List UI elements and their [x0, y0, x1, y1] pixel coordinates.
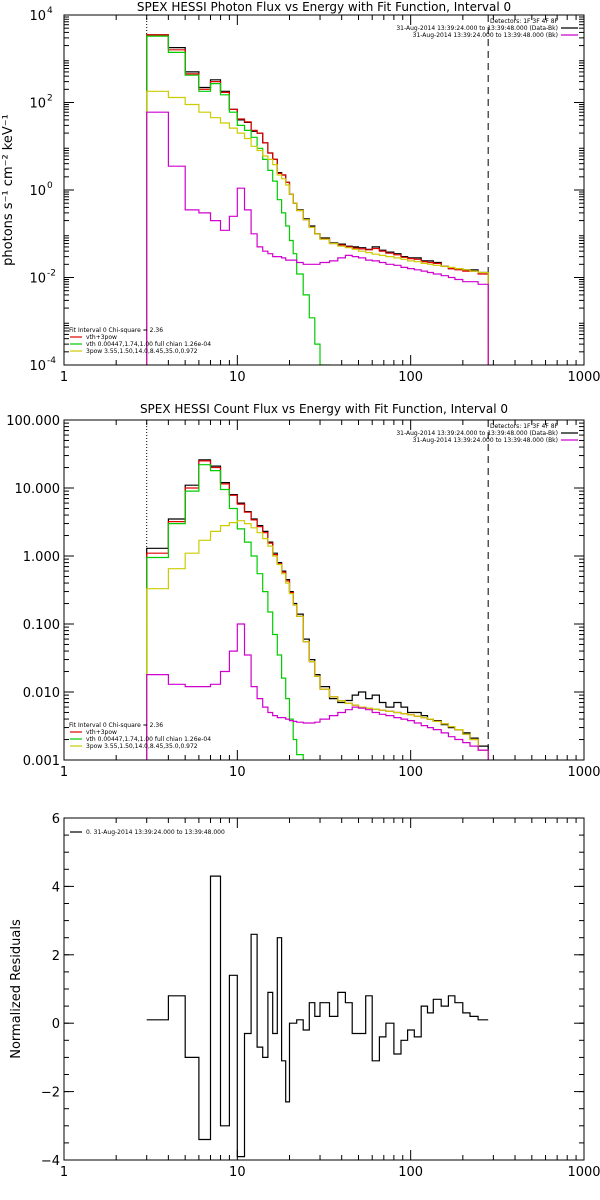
- series-line-bk: [146, 111, 489, 365]
- y-tick-label: 100.000: [6, 414, 60, 429]
- y-tick-label: 0: [52, 1017, 60, 1032]
- y-tick-label: 6: [52, 812, 60, 827]
- y-tick-label: 10: [29, 359, 46, 374]
- y-axis-label: Normalized Residuals: [9, 919, 24, 1059]
- y-tick-exponent: 0: [47, 181, 53, 191]
- series-line-vth: [146, 35, 331, 365]
- legend-entry-text: 0. 31-Aug-2014 13:39:24.000 to 13:39:48.…: [86, 829, 225, 836]
- x-tick-label: 1000: [567, 370, 600, 385]
- y-tick-label: −4: [41, 1154, 60, 1169]
- x-tick-label: 10: [229, 370, 246, 385]
- x-tick-label: 1: [60, 1165, 68, 1180]
- chart-title: SPEX HESSI Count Flux vs Energy with Fit…: [140, 402, 508, 416]
- x-tick-label: 100: [398, 1165, 423, 1180]
- legend-header: Fit Interval 0 Chi-square = 2.36: [69, 722, 163, 729]
- y-tick-exponent: 4: [47, 6, 53, 16]
- x-tick-label: 1: [60, 765, 68, 780]
- legend-entry-text: vth+3pow: [86, 729, 117, 736]
- photon-flux-panel: SPEX HESSI Photon Flux vs Energy with Fi…: [1, 0, 600, 385]
- y-tick-label: 10: [29, 9, 46, 24]
- series-line-0-31-aug-2014-13-39-24-000-to-13-39-48-000: [146, 875, 489, 1158]
- series-line-data-bk: [146, 459, 489, 760]
- series-line-data-bk: [146, 34, 489, 365]
- legend-entry-text: 3pow 3.55,1.50,14.0,8.45,35.0,0.972: [86, 348, 198, 355]
- series-line-bk: [146, 623, 489, 760]
- x-tick-label: 100: [398, 370, 423, 385]
- legend-detectors: Detectors: 1F 3F 4F 8F: [490, 423, 559, 430]
- y-tick-label: 10: [29, 97, 46, 112]
- residuals-panel: 1 10 100 1000 −4 −2 0 2 4 6 Normalized Residuals 0.…: [9, 812, 600, 1180]
- y-tick-label: 10: [29, 272, 46, 287]
- x-tick-label: 1: [60, 370, 68, 385]
- series-line-3pow: [146, 520, 489, 760]
- plot-frame: [63, 14, 585, 366]
- y-tick-exponent: -2: [47, 269, 56, 279]
- x-tick-label: 10: [229, 1165, 246, 1180]
- legend-entry-text: vth+3pow: [86, 334, 117, 341]
- legend-entry-text: vth 0.00447,1.74,1.00 full chian 1.26e-0…: [86, 736, 211, 743]
- y-axis-label: photons s⁻¹ cm⁻² keV⁻¹: [1, 114, 16, 266]
- series-line-vth-3pow: [146, 34, 489, 365]
- legend-entry-text: vth 0.00447,1.74,1.00 full chian 1.26e-0…: [86, 341, 211, 348]
- y-tick-label: 4: [52, 880, 60, 895]
- y-tick-exponent: 2: [47, 94, 53, 104]
- plot-frame: [63, 419, 585, 761]
- x-tick-label: 100: [398, 765, 423, 780]
- legend-entry-text: 31-Aug-2014 13:39:24.000 to 13:39:48.000…: [413, 437, 558, 444]
- legend-header: Fit Interval 0 Chi-square = 2.36: [69, 327, 163, 334]
- x-tick-label: 10: [229, 765, 246, 780]
- y-tick-label: 0.001: [23, 754, 60, 769]
- y-tick-exponent: -4: [47, 356, 56, 366]
- y-tick-label: 10.000: [15, 482, 61, 497]
- legend-entry-text: 31-Aug-2014 13:39:24.000 to 13:39:48.000…: [413, 32, 558, 39]
- series-group: [146, 875, 489, 1158]
- chart-title: SPEX HESSI Photon Flux vs Energy with Fi…: [137, 0, 511, 14]
- legend-entry-text: 31-Aug-2014 13:39:24.000 to 13:39:48.000…: [396, 25, 558, 32]
- x-tick-label: 1000: [567, 1165, 600, 1180]
- series-line-vth-3pow: [146, 460, 489, 760]
- series-group: [146, 34, 489, 365]
- legend-entry-text: 31-Aug-2014 13:39:24.000 to 13:39:48.000…: [396, 430, 558, 437]
- y-tick-label: −2: [41, 1086, 60, 1101]
- series-line-3pow: [146, 90, 489, 365]
- y-tick-label: 2: [52, 949, 60, 964]
- series-line-vth: [146, 464, 304, 760]
- y-tick-label: 10: [29, 184, 46, 199]
- series-group: [146, 459, 489, 760]
- count-flux-panel: SPEX HESSI Count Flux vs Energy with Fit…: [6, 402, 600, 780]
- plot-frame: [63, 817, 585, 1161]
- y-tick-label: 0.100: [23, 618, 60, 633]
- y-tick-label: 1.000: [23, 550, 60, 565]
- x-tick-label: 1000: [567, 765, 600, 780]
- y-tick-label: 0.010: [23, 686, 60, 701]
- legend-detectors: Detectors: 1F 3F 4F 8F: [490, 18, 559, 25]
- legend-entry-text: 3pow 3.55,1.50,14.0,8.45,35.0,0.972: [86, 743, 198, 750]
